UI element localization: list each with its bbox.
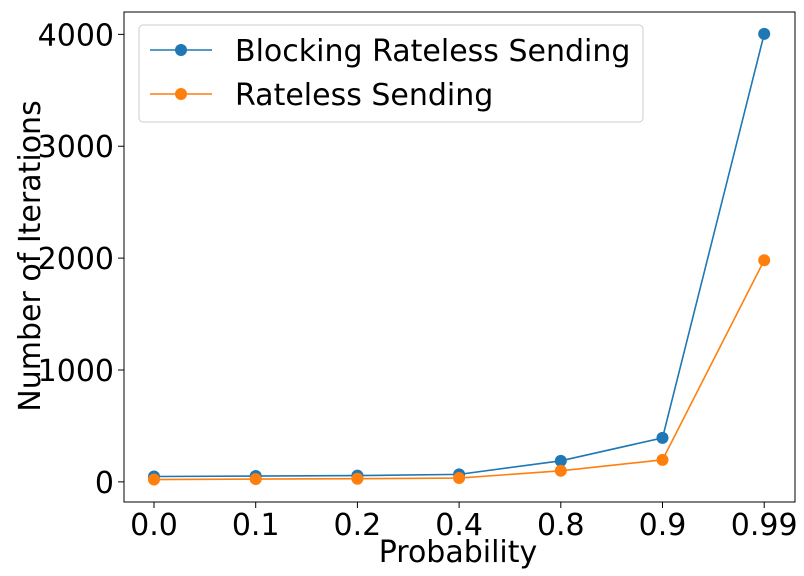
data-point-1-6 [758,254,771,267]
y-tick-label: 4000 [38,18,114,53]
legend-marker-0 [175,44,187,56]
x-axis-label: Probability [379,535,538,570]
series-line-1 [153,259,765,481]
legend-marker-1 [175,88,187,100]
legend-label-1: Rateless Sending [235,78,493,113]
x-tick-label: 0.0 [130,508,178,543]
data-point-1-3 [453,472,466,485]
x-tick-label: 0.4 [435,508,483,543]
data-point-1-2 [351,472,364,485]
x-tick-label: 0.9 [639,508,687,543]
x-tick-label: 0.2 [334,508,382,543]
data-point-1-0 [148,473,160,486]
legend: Blocking Rateless Sending Rateless Sendin… [138,24,644,123]
y-tick-label: 0 [95,466,114,501]
x-tick-label: 0.8 [537,508,585,543]
x-tick-label: 0.1 [232,508,280,543]
data-point-0-6 [758,27,771,40]
x-tick-label: 0.99 [731,508,798,543]
data-point-1-1 [249,473,262,486]
data-point-0-4 [554,454,567,467]
legend-label-0: Blocking Rateless Sending [235,34,630,69]
y-axis-label: Number of Iterations [13,100,48,411]
plot-area [148,27,771,486]
data-point-1-5 [656,453,669,466]
axes: 0.0 0.1 0.2 0.4 0.8 0.9 0.99 0 1000 2000 3000 4000 [38,11,798,543]
data-point-1-4 [554,464,567,477]
legend-box [138,24,644,123]
y-tick-label: 1000 [38,354,114,389]
y-tick-label: 2000 [38,242,114,277]
data-point-0-5 [656,431,669,444]
y-tick-label: 3000 [38,130,114,165]
